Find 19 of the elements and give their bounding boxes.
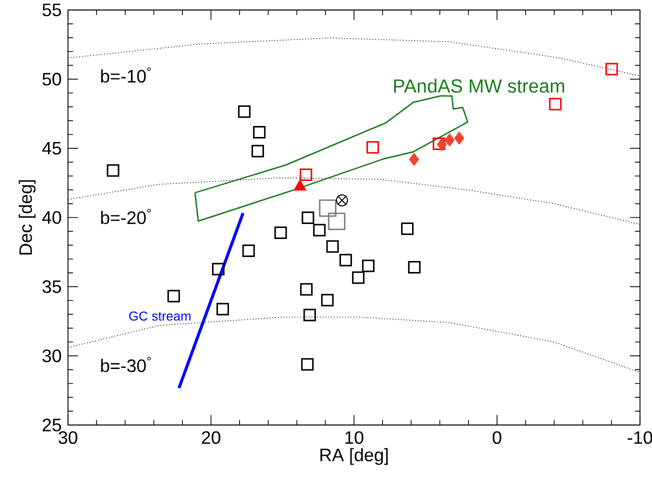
y-tick-label: 50 bbox=[42, 72, 62, 86]
x-tick-label: -10 bbox=[628, 431, 652, 444]
series-label: GC stream bbox=[129, 311, 191, 321]
series-label: PAndAS MW stream bbox=[394, 78, 564, 93]
x-tick-label: 30 bbox=[58, 431, 78, 444]
annotation: b=-20$^{°}$ bbox=[101, 208, 151, 224]
y-tick-label: 45 bbox=[42, 142, 62, 155]
y-tick-label: 35 bbox=[42, 280, 62, 294]
x-tick-label: 0 bbox=[492, 431, 502, 444]
annotation: b=-30$^{°}$ bbox=[101, 356, 151, 372]
y-tick-label: 25 bbox=[42, 418, 62, 432]
x-axis-title: RA [deg] bbox=[320, 448, 388, 465]
y-tick-label: 30 bbox=[42, 349, 62, 362]
x-tick-label: 20 bbox=[202, 431, 220, 444]
annotation: b=-10$^{°}$ bbox=[101, 67, 151, 83]
y-tick-label: 55 bbox=[42, 4, 62, 16]
y-axis-title: Dec [deg] bbox=[18, 180, 36, 255]
y-tick-label: 40 bbox=[42, 211, 62, 224]
x-tick-label: 10 bbox=[345, 431, 364, 444]
